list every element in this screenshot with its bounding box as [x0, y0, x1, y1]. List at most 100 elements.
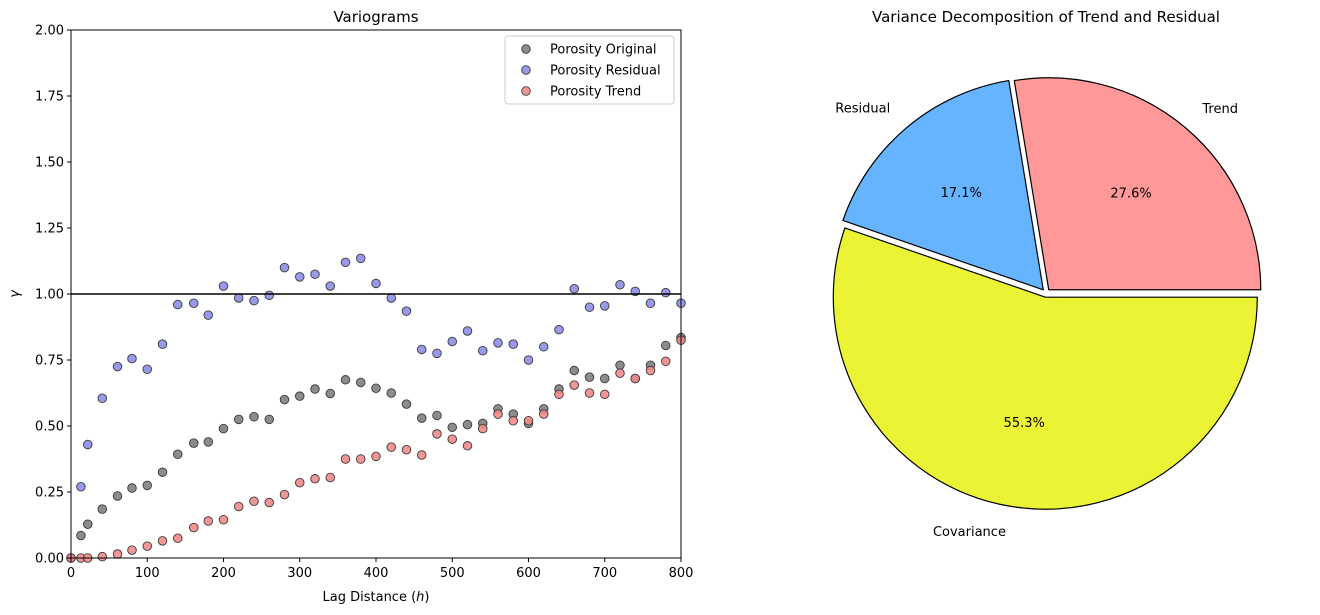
data-point: [172, 299, 183, 310]
data-point: [386, 293, 397, 303]
data-point: [172, 533, 183, 543]
data-point: [83, 439, 93, 450]
series-1: [66, 253, 686, 563]
x-tick-label: 600: [516, 566, 541, 581]
y-axis-label: γ: [8, 289, 23, 298]
data-point: [417, 344, 427, 355]
data-point: [645, 365, 656, 376]
chart-title: Variograms: [333, 8, 418, 26]
data-point: [554, 324, 564, 335]
x-axis-label-variable: h: [416, 590, 424, 605]
y-tick-label: 2.00: [35, 24, 64, 39]
y-tick-label: 1.25: [35, 222, 64, 237]
data-point: [264, 290, 275, 301]
data-point: [340, 375, 351, 385]
data-point: [310, 474, 320, 484]
data-point: [401, 445, 412, 455]
data-point: [340, 454, 351, 464]
data-point: [371, 278, 381, 289]
scatter-points: [66, 253, 686, 563]
data-point: [523, 355, 534, 365]
data-point: [493, 338, 503, 348]
data-point: [447, 422, 458, 433]
data-point: [76, 530, 86, 541]
y-tick-label: 0.75: [35, 354, 64, 369]
x-tick-label: 500: [440, 566, 465, 581]
pie-category-label: Covariance: [933, 525, 1006, 540]
data-point: [432, 429, 442, 439]
pie-slice: [842, 79, 1044, 291]
data-point: [539, 342, 549, 352]
data-point: [508, 339, 519, 349]
data-point: [340, 257, 351, 268]
data-point: [554, 389, 564, 400]
x-axis-label-suffix: ): [424, 590, 429, 605]
data-point: [325, 388, 336, 399]
y-axis-ticks: 0.00 0.25 0.50 0.75 1.00 1.25 1.50 1.75 2.00: [35, 24, 71, 567]
data-point: [218, 281, 229, 291]
data-point: [615, 360, 625, 371]
data-point: [127, 353, 137, 364]
data-point: [142, 364, 152, 374]
data-point: [233, 293, 244, 303]
data-point: [569, 283, 580, 294]
data-point: [97, 551, 108, 562]
data-point: [600, 373, 610, 384]
data-point: [218, 514, 229, 525]
x-axis-ticks: 0 100 200 300 400 500 600 700 800: [67, 558, 694, 581]
data-point: [447, 434, 458, 444]
legend-label: Porosity Original: [550, 43, 657, 58]
data-point: [189, 522, 199, 533]
data-point: [157, 536, 168, 546]
data-point: [630, 373, 641, 384]
y-tick-label: 1.75: [35, 90, 64, 105]
legend-marker: [521, 44, 531, 54]
x-tick-label: 700: [592, 566, 617, 581]
data-point: [295, 272, 305, 282]
pie-percent-label: 55.3%: [1004, 416, 1045, 431]
data-point: [523, 415, 534, 426]
data-point: [569, 380, 580, 390]
pie-slice: [1013, 77, 1262, 291]
y-tick-label: 0.25: [35, 486, 64, 501]
data-point: [264, 497, 275, 508]
data-point: [386, 442, 397, 452]
data-point: [645, 298, 656, 308]
data-point: [310, 269, 320, 279]
data-point: [661, 287, 671, 298]
data-point: [325, 281, 336, 291]
data-point: [279, 262, 290, 273]
pie-percent-label: 27.6%: [1110, 186, 1151, 201]
variogram-chart: Variograms 0 100 200 300 400 500 600 700 800 0.0…: [8, 8, 693, 605]
data-point: [203, 437, 213, 447]
data-point: [600, 301, 610, 311]
pie-category-label: Trend: [1201, 102, 1238, 117]
data-point: [661, 356, 671, 367]
data-point: [127, 545, 137, 555]
data-point: [112, 361, 123, 372]
data-point: [539, 409, 549, 419]
data-point: [157, 467, 168, 477]
data-point: [386, 388, 397, 398]
x-tick-label: 800: [669, 566, 694, 581]
data-point: [615, 280, 625, 290]
data-point: [189, 298, 199, 308]
data-point: [584, 388, 595, 398]
data-point: [83, 519, 93, 529]
data-point: [462, 441, 473, 451]
data-point: [371, 383, 381, 393]
data-point: [203, 516, 213, 526]
data-point: [493, 409, 503, 419]
data-point: [157, 339, 168, 349]
data-point: [432, 410, 442, 421]
data-point: [417, 413, 427, 423]
data-point: [233, 414, 244, 425]
x-tick-label: 300: [287, 566, 312, 581]
data-point: [325, 472, 336, 483]
data-point: [401, 306, 412, 316]
data-point: [97, 504, 108, 514]
data-point: [356, 454, 366, 464]
data-point: [279, 489, 290, 500]
x-axis-label-prefix: Lag Distance (: [323, 590, 417, 605]
